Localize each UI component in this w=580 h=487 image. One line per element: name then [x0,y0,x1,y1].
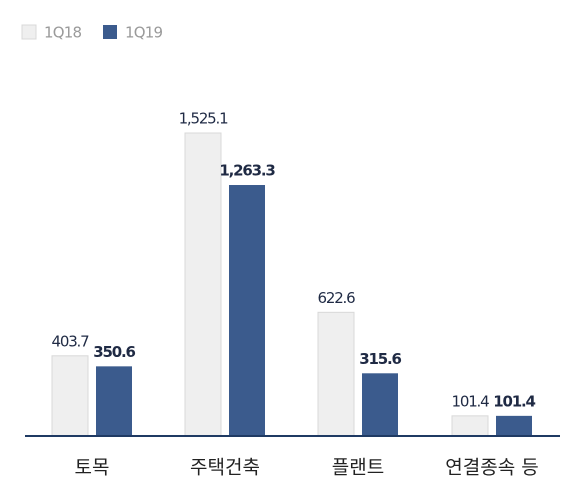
category-label: 플랜트 [332,457,384,479]
category-label: 주택건축 [190,457,260,479]
legend-swatch [103,25,117,39]
value-label: 315.6 [359,350,401,368]
legend-swatch [21,24,37,40]
bar [451,415,489,437]
value-label: 622.6 [318,289,356,307]
value-label: 1,525.1 [179,110,229,128]
value-label: 350.6 [93,343,135,361]
bar [96,366,132,436]
bar [496,415,532,436]
value-label: 101.4 [493,392,535,410]
value-label: 101.4 [452,392,490,410]
category-label: 연결종속 등 [445,457,538,479]
bar [51,355,89,437]
legend-label: 1Q18 [44,24,81,42]
category-label: 토목 [75,457,110,479]
bar [229,185,265,436]
legend-label: 1Q19 [125,24,162,42]
bar [362,373,398,436]
bar [184,132,222,437]
value-label: 1,263.3 [219,162,275,180]
value-label: 403.7 [52,332,90,350]
bar [317,311,355,437]
